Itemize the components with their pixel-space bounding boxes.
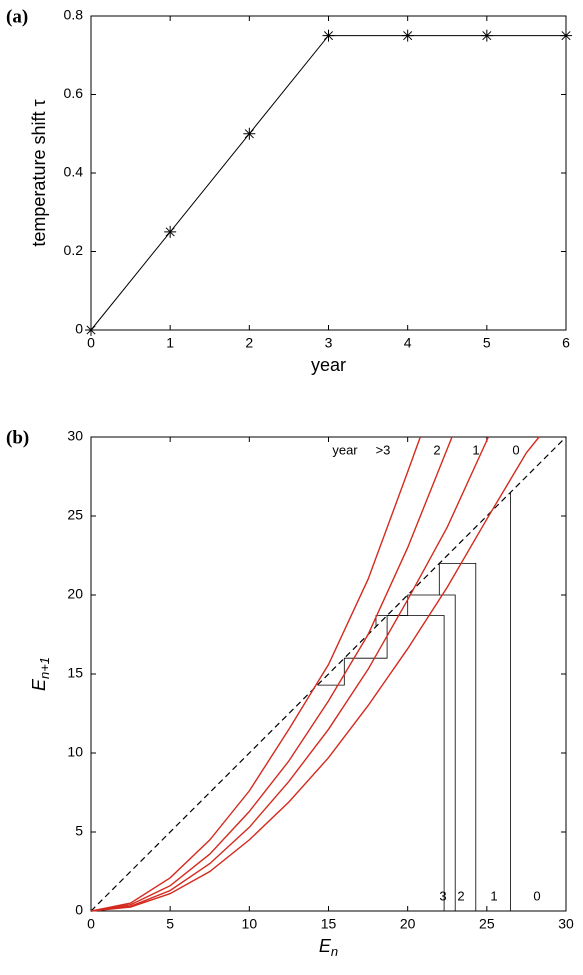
x-tick-label: 0 [87, 335, 95, 351]
y-tick-label: 10 [67, 744, 83, 760]
y-tick-label: 0.4 [64, 164, 84, 180]
x-tick-label: 1 [166, 335, 174, 351]
legend-entry: >3 [376, 442, 391, 457]
x-tick-label: 4 [404, 335, 412, 351]
curve [90, 436, 421, 912]
panel-label: (b) [6, 427, 29, 448]
x-tick-label: 5 [483, 335, 491, 351]
legend-entry: 2 [433, 442, 440, 457]
x-axis-label: year [311, 355, 346, 375]
label-sub: n [331, 944, 338, 959]
bottom-label: 1 [490, 888, 497, 903]
x-tick-label: 5 [166, 916, 174, 932]
marker-stroke [244, 129, 254, 139]
y-tick-label: 0.2 [64, 242, 84, 258]
bottom-label: 2 [457, 888, 464, 903]
x-tick-label: 2 [245, 335, 253, 351]
y-tick-label: 0.8 [64, 7, 84, 23]
bottom-label: 0 [533, 888, 540, 903]
y-tick-label: 20 [67, 586, 83, 602]
y-tick-label: 15 [67, 665, 83, 681]
y-axis-label: temperature shift τ [29, 99, 49, 246]
y-tick-label: 0.6 [64, 85, 84, 101]
diagonal [90, 436, 567, 912]
legend-title: year [332, 442, 358, 457]
x-tick-label: 6 [562, 335, 570, 351]
x-tick-label: 10 [242, 916, 258, 932]
x-tick-label: 25 [479, 916, 495, 932]
marker-stroke [86, 325, 96, 335]
marker-stroke [482, 31, 492, 41]
label-sub: n+1 [37, 657, 52, 679]
curve [90, 436, 540, 912]
marker [480, 29, 493, 42]
y-axis-label: En+1 [29, 657, 53, 691]
marker-stroke [165, 227, 175, 237]
legend-entry: 1 [472, 442, 479, 457]
marker [243, 127, 256, 140]
line [90, 35, 566, 331]
curve [90, 436, 453, 912]
x-tick-label: 3 [325, 335, 333, 351]
y-tick-label: 25 [67, 507, 83, 523]
marker-stroke [323, 31, 334, 41]
y-tick-label: 0 [75, 902, 83, 918]
x-tick-label: 30 [558, 916, 574, 932]
label-base: E [319, 936, 332, 956]
legend-entry: 0 [512, 442, 519, 457]
marker [164, 225, 177, 238]
curve [90, 436, 490, 912]
x-tick-label: 15 [321, 916, 337, 932]
marker-stroke [561, 31, 571, 41]
cobweb-line [438, 563, 477, 911]
plot-frame [90, 15, 567, 331]
x-tick-label: 20 [400, 916, 416, 932]
y-tick-label: 5 [75, 823, 83, 839]
marker [560, 29, 572, 42]
cobweb-line [375, 594, 456, 911]
cobweb-line [317, 615, 445, 911]
marker-stroke [403, 31, 413, 41]
y-tick-label: 0 [75, 321, 83, 337]
marker [85, 324, 97, 336]
marker [401, 29, 414, 42]
x-axis-label: En [319, 936, 338, 960]
y-tick-label: 30 [67, 428, 83, 444]
panel: 0 1 2 3 4 5 6 0 0.2 0.4 0.6 0.8 (a) year temperature s… [6, 6, 572, 375]
label-base: E [29, 678, 49, 691]
marker [322, 29, 335, 42]
panel-label: (a) [6, 6, 28, 27]
bottom-label: 3 [439, 888, 446, 903]
x-tick-label: 0 [87, 916, 95, 932]
